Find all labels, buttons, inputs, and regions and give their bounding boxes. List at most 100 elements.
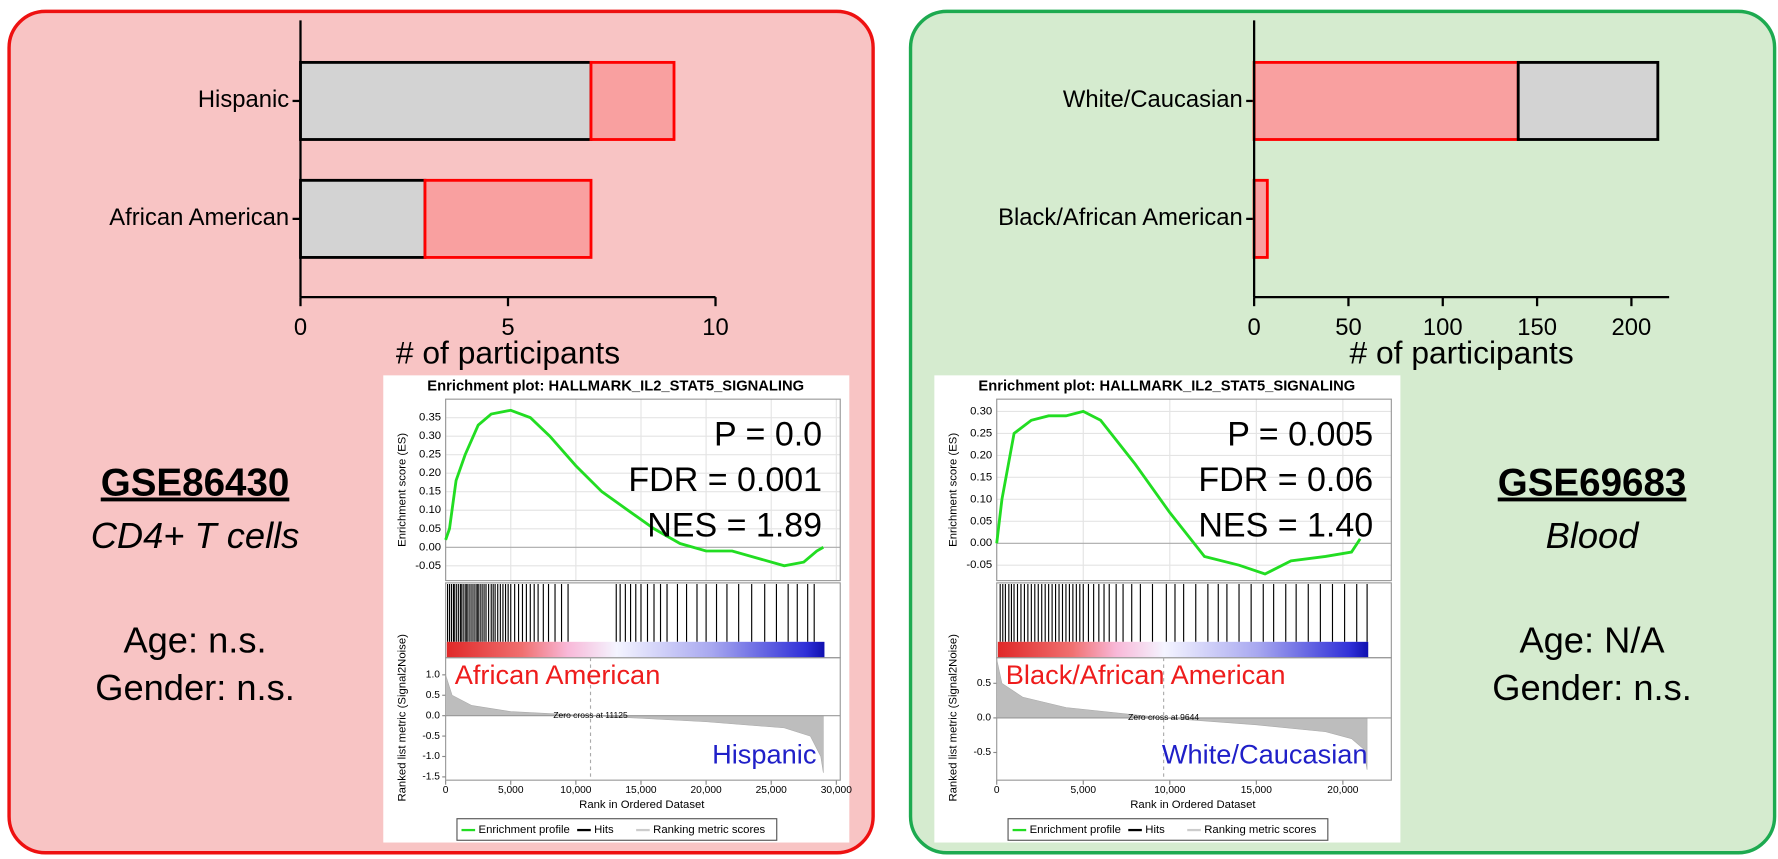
x-axis-label: Rank in Ordered Dataset	[579, 799, 705, 811]
y-tick-label: 0.20	[419, 467, 441, 479]
y-tick-label: 0.10	[419, 504, 441, 516]
x-tick-label: 30,000	[821, 785, 852, 796]
legend-label: Ranking metric scores	[653, 824, 765, 836]
legend-label: Hits	[1145, 824, 1165, 836]
x-tick-label: 15,000	[625, 785, 656, 796]
age: Age: N/A	[1519, 620, 1665, 661]
y-tick-label: -1.0	[422, 751, 440, 762]
tissue: CD4+ T cells	[91, 515, 300, 556]
y-tick-label: 0.25	[970, 427, 992, 439]
bar-segment	[1252, 60, 1520, 141]
statistic: FDR = 0.06	[1198, 461, 1373, 499]
category-label: Black/African American	[998, 204, 1243, 231]
dataset-id: GSE69683	[1498, 462, 1687, 505]
zero-cross-label: Zero cross at 11125	[553, 710, 628, 720]
x-tick-label: 20,000	[691, 785, 722, 796]
x-tick-label: 0	[294, 314, 307, 341]
ranking-metric	[445, 674, 824, 773]
x-tick-label: 100	[1423, 314, 1463, 341]
phenotype-negative: Hispanic	[712, 739, 816, 770]
y-tick-label: -0.05	[415, 560, 441, 572]
x-tick-label: 0	[1248, 314, 1261, 341]
metric-axis-label: Ranked list metric (Signal2Noise)	[948, 634, 960, 802]
category-label: African American	[109, 204, 289, 231]
content: GSE86430 CD4+ T cells Age: n.s. Gender: n.s…	[91, 20, 1692, 843]
y-tick-label: 0.05	[419, 523, 441, 535]
x-tick-label: 25,000	[756, 785, 787, 796]
x-tick-label: 150	[1517, 314, 1557, 341]
legend-label: Hits	[594, 824, 614, 836]
bar-segment	[1516, 60, 1660, 141]
age: Age: n.s.	[123, 620, 266, 661]
es-axis-label: Enrichment score (ES)	[948, 433, 960, 547]
phenotype-positive: African American	[455, 659, 661, 690]
x-tick-label: 0	[994, 785, 1000, 796]
y-tick-label: 0.05	[970, 515, 992, 527]
y-tick-label: 0.30	[970, 405, 992, 417]
y-tick-label: 0.35	[419, 412, 441, 424]
category-label: White/Caucasian	[1063, 86, 1243, 113]
y-tick-label: 0.00	[419, 541, 441, 553]
legend-box	[1007, 818, 1329, 841]
y-tick-label: 0.10	[970, 493, 992, 505]
bar-segment	[589, 60, 676, 141]
legend-box	[456, 818, 778, 841]
y-tick-label: -1.5	[422, 772, 440, 783]
bar-segment	[299, 60, 593, 141]
rank-strip	[997, 641, 1369, 658]
x-axis-label: Rank in Ordered Dataset	[1130, 799, 1256, 811]
ranking-metric	[996, 659, 1368, 770]
enrichment-plot: Enrichment plot: HALLMARK_IL2_STAT5_SIGN…	[383, 375, 852, 843]
metric-frame	[445, 657, 841, 781]
bar-segment	[1252, 178, 1269, 259]
es-axis-label: Enrichment score (ES)	[397, 433, 409, 547]
tissue: Blood	[1546, 515, 1641, 556]
phenotype-positive: Black/African American	[1006, 659, 1286, 690]
dataset-id: GSE86430	[101, 462, 290, 505]
legend-label: Enrichment profile	[479, 824, 570, 836]
y-tick-label: 0.0	[977, 713, 991, 724]
statistic: FDR = 0.001	[628, 461, 822, 499]
enrichment-curve	[444, 408, 825, 568]
x-tick-label: 5,000	[1071, 785, 1097, 796]
y-tick-label: 0.00	[970, 537, 992, 549]
metric-axis-label: Ranked list metric (Signal2Noise)	[397, 634, 409, 802]
y-tick-label: 0.5	[977, 678, 991, 689]
x-tick-label: 10,000	[1154, 785, 1185, 796]
x-tick-label: 5,000	[498, 785, 524, 796]
phenotype-negative: White/Caucasian	[1162, 739, 1368, 770]
statistic: NES = 1.89	[647, 506, 822, 544]
x-tick-label: 200	[1612, 314, 1652, 341]
y-tick-label: -0.5	[973, 747, 991, 758]
enrichment-plot: Enrichment plot: HALLMARK_IL2_STAT5_SIGN…	[934, 375, 1401, 843]
x-axis-label: # of participants	[396, 334, 620, 370]
rank-strip	[446, 641, 825, 658]
y-tick-label: -0.05	[966, 559, 992, 571]
x-tick-label: 20,000	[1327, 785, 1358, 796]
enrichment-curve	[995, 409, 1362, 576]
legend-label: Enrichment profile	[1030, 824, 1121, 836]
x-tick-label: 10,000	[560, 785, 591, 796]
y-tick-label: 0.15	[419, 486, 441, 498]
plot-title: Enrichment plot: HALLMARK_IL2_STAT5_SIGN…	[427, 379, 804, 395]
y-tick-label: 0.15	[970, 471, 992, 483]
es-frame	[445, 398, 841, 582]
x-tick-label: 0	[443, 785, 449, 796]
plot-title: Enrichment plot: HALLMARK_IL2_STAT5_SIGN…	[978, 379, 1355, 395]
statistic: P = 0.0	[714, 416, 822, 454]
y-tick-label: 0.25	[419, 449, 441, 461]
y-tick-label: -0.5	[422, 731, 440, 742]
statistic: P = 0.005	[1227, 416, 1373, 454]
y-tick-label: 0.20	[970, 449, 992, 461]
x-tick-label: 15,000	[1241, 785, 1272, 796]
legend-label: Ranking metric scores	[1204, 824, 1316, 836]
gender: Gender: n.s.	[95, 667, 295, 708]
x-tick-label: 10	[702, 314, 728, 341]
bar-segment	[299, 178, 427, 259]
y-tick-label: 0.5	[426, 690, 440, 701]
y-tick-label: 1.0	[426, 670, 440, 681]
bar-segment	[423, 178, 593, 259]
gender: Gender: n.s.	[1492, 667, 1692, 708]
